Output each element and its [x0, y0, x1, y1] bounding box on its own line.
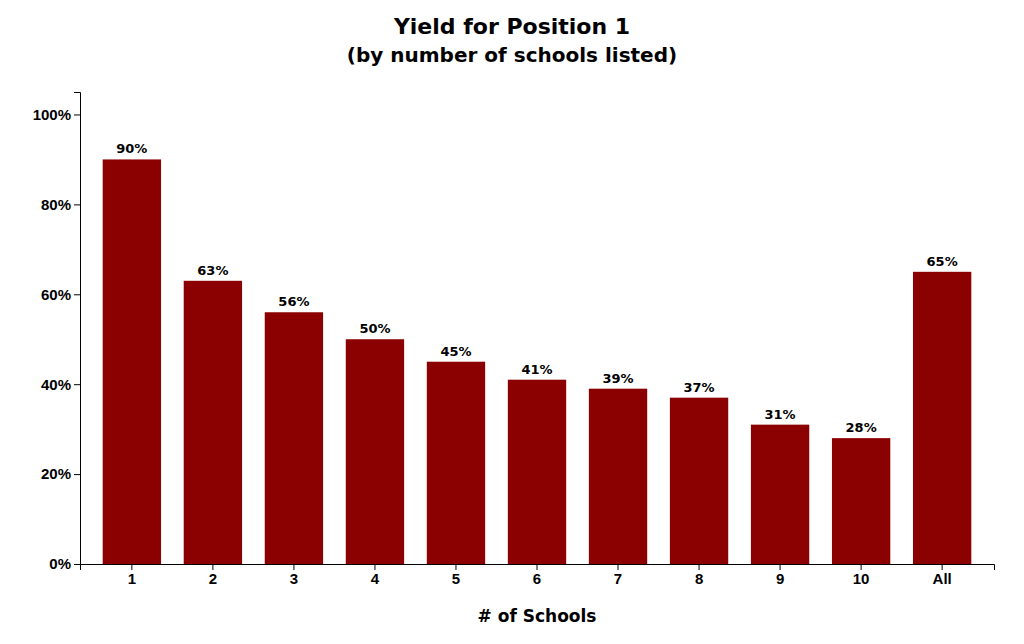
tick: 9 — [776, 564, 784, 587]
data-label: 41% — [521, 362, 552, 377]
tick: 5 — [452, 564, 460, 587]
tick-label: 20% — [41, 465, 71, 482]
data-label: 37% — [683, 380, 714, 395]
axis-line — [74, 93, 81, 565]
tick-mark — [74, 474, 80, 475]
tick-label: 8 — [695, 570, 703, 587]
tick-label: 2 — [209, 570, 217, 587]
tick: 1 — [128, 564, 136, 587]
data-label: 28% — [846, 420, 877, 435]
bar — [346, 339, 404, 564]
subtitle: (by number of schools listed) — [347, 43, 677, 67]
data-labels: 90% 63% 56% 50% 45% 41% 39% 37% 31% 28% 65% — [116, 141, 957, 435]
tick: 6 — [533, 564, 541, 587]
title: Yield for Position 1 — [393, 14, 630, 39]
tick-label: 60% — [41, 286, 71, 303]
bar — [832, 438, 890, 564]
data-label: 65% — [927, 254, 958, 269]
data-label: 39% — [602, 371, 633, 386]
tick: 80% — [41, 196, 80, 213]
tick: 0% — [49, 555, 80, 572]
bar — [265, 312, 323, 564]
tick: 8 — [695, 564, 703, 587]
tick-label: 5 — [452, 570, 460, 587]
tick-label: 6 — [533, 570, 541, 587]
data-label: 45% — [440, 344, 471, 359]
tick-label: 80% — [41, 196, 71, 213]
tick-mark — [74, 114, 80, 115]
tick: 2 — [209, 564, 217, 587]
data-label: 63% — [197, 263, 228, 278]
tick-label: 7 — [614, 570, 622, 587]
tick-label: 9 — [776, 570, 784, 587]
tick: 20% — [41, 465, 80, 482]
tick: 3 — [290, 564, 298, 587]
tick: 60% — [41, 286, 80, 303]
bar — [589, 389, 647, 564]
bar — [751, 425, 809, 564]
tick: All — [933, 564, 952, 587]
bar — [913, 272, 971, 564]
tick-mark — [74, 564, 80, 565]
tick-label: 0% — [49, 555, 71, 572]
y-axis: 0% 20% 40% 60% 80% 100% — [33, 93, 81, 573]
bar — [508, 380, 566, 564]
x-axis: 1 2 3 4 5 6 7 8 9 10 All — [81, 564, 995, 587]
tick-label: 40% — [41, 375, 71, 392]
tick-label: 1 — [128, 570, 136, 587]
tick: 7 — [614, 564, 622, 587]
tick: 4 — [371, 564, 380, 587]
tick-mark — [74, 384, 80, 385]
tick: 100% — [33, 106, 80, 123]
chart: Yield for Position 1 (by number of school… — [0, 0, 1024, 644]
bars — [103, 159, 972, 564]
data-label: 31% — [765, 407, 796, 422]
bar — [427, 362, 485, 564]
tick-label: 10 — [853, 570, 870, 587]
bar — [103, 159, 161, 564]
tick-label: 3 — [290, 570, 298, 587]
tick-mark — [74, 294, 80, 295]
tick-label: 100% — [33, 106, 71, 123]
data-label: 90% — [116, 141, 147, 156]
plot: 1 2 3 4 5 6 7 8 9 10 All 0% 20% 40% 60% 80% 100% # of Sch… — [33, 93, 995, 627]
tick-label: 4 — [371, 570, 380, 587]
tick: 10 — [853, 564, 870, 587]
bar — [670, 398, 728, 564]
data-label: 50% — [359, 321, 390, 336]
tick-mark — [74, 204, 80, 205]
tick: 40% — [41, 375, 80, 392]
bar — [184, 281, 242, 564]
tick-label: All — [933, 570, 952, 587]
data-label: 56% — [278, 294, 309, 309]
axis-title: # of Schools — [478, 606, 597, 626]
